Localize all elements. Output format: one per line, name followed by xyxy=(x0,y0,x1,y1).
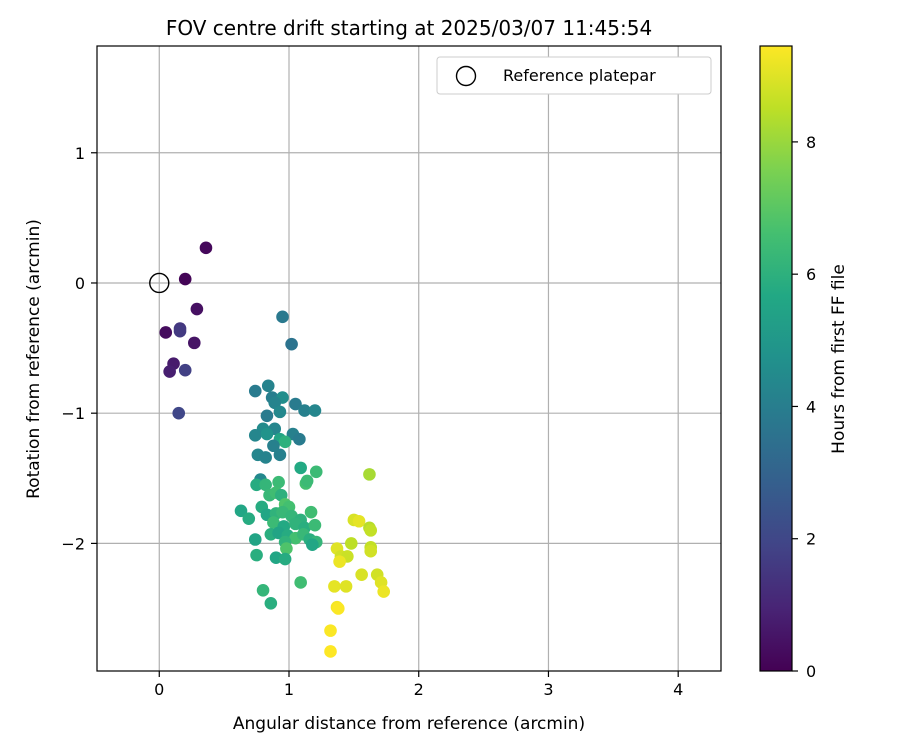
data-point xyxy=(248,533,262,546)
data-point xyxy=(272,475,285,489)
data-point xyxy=(328,580,341,593)
data-point xyxy=(250,548,263,562)
data-point xyxy=(248,429,262,442)
data-point xyxy=(278,435,292,449)
x-tick-label: 3 xyxy=(543,680,553,699)
plot-frame xyxy=(96,45,722,672)
colorbar-ticks: 0 2 4 6 8 xyxy=(792,133,816,681)
data-point xyxy=(339,580,353,593)
y-tick-label: −2 xyxy=(61,534,85,553)
data-point xyxy=(278,552,292,566)
data-point xyxy=(333,555,346,568)
x-tick-label: 0 xyxy=(154,680,164,699)
data-point xyxy=(364,524,378,537)
data-point xyxy=(364,544,378,558)
data-point xyxy=(300,474,314,488)
data-point xyxy=(173,324,187,338)
data-point xyxy=(276,310,289,324)
y-tick-label: 0 xyxy=(75,274,85,293)
data-point xyxy=(259,451,272,464)
data-point xyxy=(261,379,275,393)
reference-platepar-point xyxy=(149,272,170,294)
data-point xyxy=(355,568,368,581)
x-axis-label: Angular distance from reference (arcmin) xyxy=(233,714,585,734)
data-point xyxy=(293,432,306,446)
data-point xyxy=(260,409,274,423)
data-point xyxy=(199,241,213,255)
data-point xyxy=(280,542,293,555)
data-point xyxy=(324,624,337,637)
data-point xyxy=(309,465,323,479)
data-point xyxy=(308,404,322,417)
data-point xyxy=(250,478,263,492)
x-tick-label: 4 xyxy=(673,680,683,699)
y-tick-label: −1 xyxy=(61,404,85,423)
data-point xyxy=(273,448,287,462)
legend-label: Reference platepar xyxy=(503,66,656,85)
data-point xyxy=(294,461,307,475)
data-point xyxy=(256,583,270,597)
colorbar: 0 2 4 6 8 Hours from first FF file xyxy=(759,45,849,681)
data-point xyxy=(264,596,278,610)
colorbar-label: Hours from first FF file xyxy=(829,264,849,454)
legend-marker xyxy=(455,65,477,87)
x-axis-ticks: 0 1 2 3 4 xyxy=(154,671,683,699)
y-axis-ticks: −2 −1 0 1 xyxy=(61,144,97,553)
data-point xyxy=(308,518,322,532)
legend: Reference platepar xyxy=(436,56,712,95)
legend-box xyxy=(436,56,712,95)
data-point xyxy=(298,404,311,417)
data-point xyxy=(178,272,192,286)
data-point xyxy=(267,439,280,453)
chart-title: FOV centre drift starting at 2025/03/07 … xyxy=(166,16,652,40)
data-point xyxy=(163,365,176,378)
data-point xyxy=(268,396,282,410)
data-point xyxy=(234,504,248,518)
colorbar-tick-label: 2 xyxy=(806,530,816,549)
y-tick-label: 1 xyxy=(75,144,85,163)
colorbar-tick-label: 4 xyxy=(806,397,816,416)
colorbar-tick-label: 8 xyxy=(806,133,816,152)
data-point xyxy=(306,538,319,551)
grid-lines xyxy=(97,46,721,671)
y-axis-label: Rotation from reference (arcmin) xyxy=(24,219,44,499)
colorbar-tick-label: 0 xyxy=(806,662,816,681)
data-point xyxy=(267,516,280,529)
data-point xyxy=(344,537,358,550)
data-point xyxy=(159,326,173,339)
colorbar-gradient xyxy=(759,45,793,672)
data-point xyxy=(324,645,337,658)
data-point xyxy=(187,336,201,350)
data-point xyxy=(178,363,192,377)
data-point xyxy=(190,302,204,316)
x-tick-label: 2 xyxy=(414,680,424,699)
data-point xyxy=(259,478,272,492)
data-point xyxy=(294,576,307,589)
x-tick-label: 1 xyxy=(284,680,294,699)
data-point xyxy=(260,427,274,441)
data-point xyxy=(172,406,186,420)
data-point xyxy=(273,405,287,419)
data-points xyxy=(159,241,391,658)
data-point xyxy=(248,384,262,398)
data-point xyxy=(363,468,376,481)
data-point xyxy=(289,397,302,411)
data-point xyxy=(352,514,366,528)
colorbar-tick-label: 6 xyxy=(806,265,816,284)
data-point xyxy=(377,585,391,598)
reference-marker xyxy=(149,272,170,294)
data-point xyxy=(331,602,345,615)
data-point xyxy=(285,337,298,351)
data-point xyxy=(242,512,256,525)
data-point xyxy=(304,505,318,519)
